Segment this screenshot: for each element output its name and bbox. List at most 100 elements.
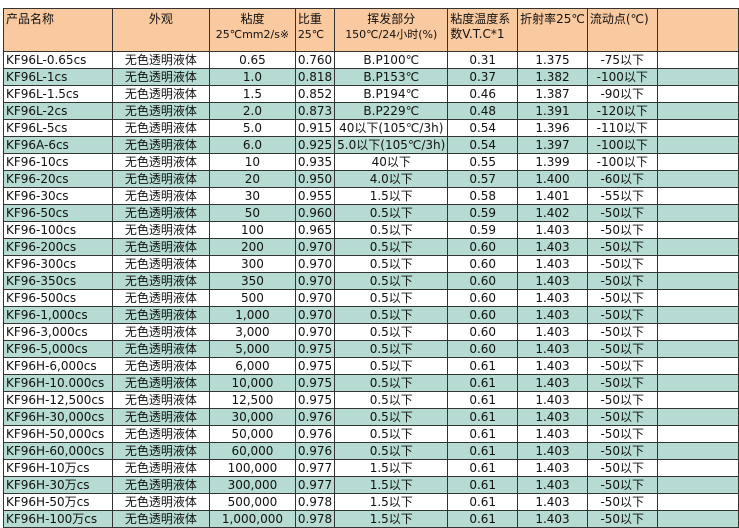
cell-empty [656, 221, 739, 239]
cell-appearance: 无色透明液体 [111, 408, 211, 426]
cell-specific-gravity: 0.976 [294, 425, 336, 443]
cell-specific-gravity: 0.818 [294, 68, 336, 86]
cell-empty [656, 289, 739, 307]
table-row: KF96-5,000cs 无色透明液体 5,000 0.975 0.5以下 0.60 1.4… [3, 340, 739, 358]
cell-specific-gravity: 0.978 [294, 510, 336, 528]
cell-empty [656, 476, 739, 494]
cell-vtc: 0.61 [447, 391, 519, 409]
cell-volatile: 0.5以下 [334, 306, 449, 324]
cell-viscosity: 0.65 [209, 51, 296, 69]
cell-vtc: 0.54 [447, 119, 519, 137]
cell-appearance: 无色透明液体 [111, 459, 211, 477]
cell-viscosity: 20 [209, 170, 296, 188]
cell-vtc: 0.59 [447, 204, 519, 222]
cell-volatile: 5.0以下(105℃/3h) [334, 136, 449, 154]
cell-pour-point: -50以下 [586, 374, 658, 392]
cell-viscosity: 50,000 [209, 425, 296, 443]
cell-empty [656, 85, 739, 103]
cell-viscosity: 350 [209, 272, 296, 290]
cell-appearance: 无色透明液体 [111, 204, 211, 222]
header-vtc: 粘度温度系 数V.T.C*1 [447, 8, 519, 52]
cell-viscosity: 10 [209, 153, 296, 171]
cell-viscosity: 500,000 [209, 493, 296, 511]
cell-pour-point: -100以下 [586, 153, 658, 171]
cell-specific-gravity: 0.950 [294, 170, 336, 188]
cell-vtc: 0.57 [447, 170, 519, 188]
cell-appearance: 无色透明液体 [111, 425, 211, 443]
cell-vtc: 0.60 [447, 289, 519, 307]
table-row: KF96L-5cs 无色透明液体 5.0 0.915 40以下(105℃/3h) 0.54… [3, 119, 739, 137]
table-row: KF96-10cs 无色透明液体 10 0.935 40以下 0.55 1.399 -100以… [3, 153, 739, 171]
header-pour-point: 流动点(℃) [586, 8, 658, 52]
cell-product-name: KF96-200cs [3, 238, 113, 256]
cell-empty [656, 391, 739, 409]
header-vtc-label: 粘度温度系 [450, 12, 511, 26]
table-row: KF96H-30,000cs 无色透明液体 30,000 0.976 0.5以下 0.61… [3, 408, 739, 426]
cell-appearance: 无色透明液体 [111, 68, 211, 86]
cell-specific-gravity: 0.970 [294, 323, 336, 341]
table-row: KF96-100cs 无色透明液体 100 0.965 0.5以下 0.59 1.403 -5… [3, 221, 739, 239]
cell-product-name: KF96-50cs [3, 204, 113, 222]
cell-viscosity: 5.0 [209, 119, 296, 137]
cell-vtc: 0.48 [447, 102, 519, 120]
cell-pour-point: -50以下 [586, 408, 658, 426]
cell-product-name: KF96-100cs [3, 221, 113, 239]
cell-volatile: B.P229℃ [334, 102, 449, 120]
cell-empty [656, 102, 739, 120]
cell-refractive-index: 1.400 [517, 170, 588, 188]
cell-volatile: 0.5以下 [334, 408, 449, 426]
cell-product-name: KF96-1,000cs [3, 306, 113, 324]
header-vtc-unit: 数V.T.C*1 [450, 27, 505, 41]
cell-product-name: KF96-3,000cs [3, 323, 113, 341]
cell-specific-gravity: 0.975 [294, 391, 336, 409]
cell-appearance: 无色透明液体 [111, 170, 211, 188]
cell-empty [656, 408, 739, 426]
cell-appearance: 无色透明液体 [111, 187, 211, 205]
cell-product-name: KF96A-6cs [3, 136, 113, 154]
cell-appearance: 无色透明液体 [111, 272, 211, 290]
cell-product-name: KF96H-12,500cs [3, 391, 113, 409]
cell-empty [656, 323, 739, 341]
cell-appearance: 无色透明液体 [111, 442, 211, 460]
cell-viscosity: 6.0 [209, 136, 296, 154]
cell-vtc: 0.61 [447, 493, 519, 511]
cell-vtc: 0.58 [447, 187, 519, 205]
cell-appearance: 无色透明液体 [111, 255, 211, 273]
header-name: 产品名称 [3, 8, 113, 52]
cell-empty [656, 493, 739, 511]
cell-appearance: 无色透明液体 [111, 153, 211, 171]
cell-volatile: 1.5以下 [334, 493, 449, 511]
cell-volatile: 0.5以下 [334, 221, 449, 239]
cell-appearance: 无色透明液体 [111, 476, 211, 494]
cell-volatile: 0.5以下 [334, 357, 449, 375]
cell-product-name: KF96H-50万cs [3, 493, 113, 511]
table-row: KF96-300cs 无色透明液体 300 0.970 0.5以下 0.60 1.403 -5… [3, 255, 739, 273]
cell-viscosity: 5,000 [209, 340, 296, 358]
cell-refractive-index: 1.375 [517, 51, 588, 69]
cell-refractive-index: 1.402 [517, 204, 588, 222]
cell-product-name: KF96-350cs [3, 272, 113, 290]
product-spec-table: 产品名称 外观 粘度 25℃mm2/s※ 比重 25℃ 挥发部分 150℃/24小时(… [3, 8, 739, 528]
cell-refractive-index: 1.391 [517, 102, 588, 120]
cell-product-name: KF96-500cs [3, 289, 113, 307]
cell-vtc: 0.31 [447, 51, 519, 69]
cell-empty [656, 51, 739, 69]
cell-specific-gravity: 0.925 [294, 136, 336, 154]
table-row: KF96-3,000cs 无色透明液体 3,000 0.970 0.5以下 0.60 1.4… [3, 323, 739, 341]
cell-pour-point: -50以下 [586, 340, 658, 358]
header-gravity-unit: 25℃ [297, 28, 325, 41]
header-gravity: 比重 25℃ [294, 8, 336, 52]
cell-appearance: 无色透明液体 [111, 119, 211, 137]
cell-refractive-index: 1.403 [517, 510, 588, 528]
cell-product-name: KF96-10cs [3, 153, 113, 171]
cell-volatile: 1.5以下 [334, 459, 449, 477]
table-row: KF96-1,000cs 无色透明液体 1,000 0.970 0.5以下 0.60 1.4… [3, 306, 739, 324]
cell-empty [656, 187, 739, 205]
cell-vtc: 0.61 [447, 459, 519, 477]
header-empty [656, 8, 739, 52]
cell-pour-point: -50以下 [586, 357, 658, 375]
cell-volatile: 0.5以下 [334, 238, 449, 256]
cell-volatile: 1.5以下 [334, 476, 449, 494]
cell-viscosity: 10,000 [209, 374, 296, 392]
cell-empty [656, 357, 739, 375]
